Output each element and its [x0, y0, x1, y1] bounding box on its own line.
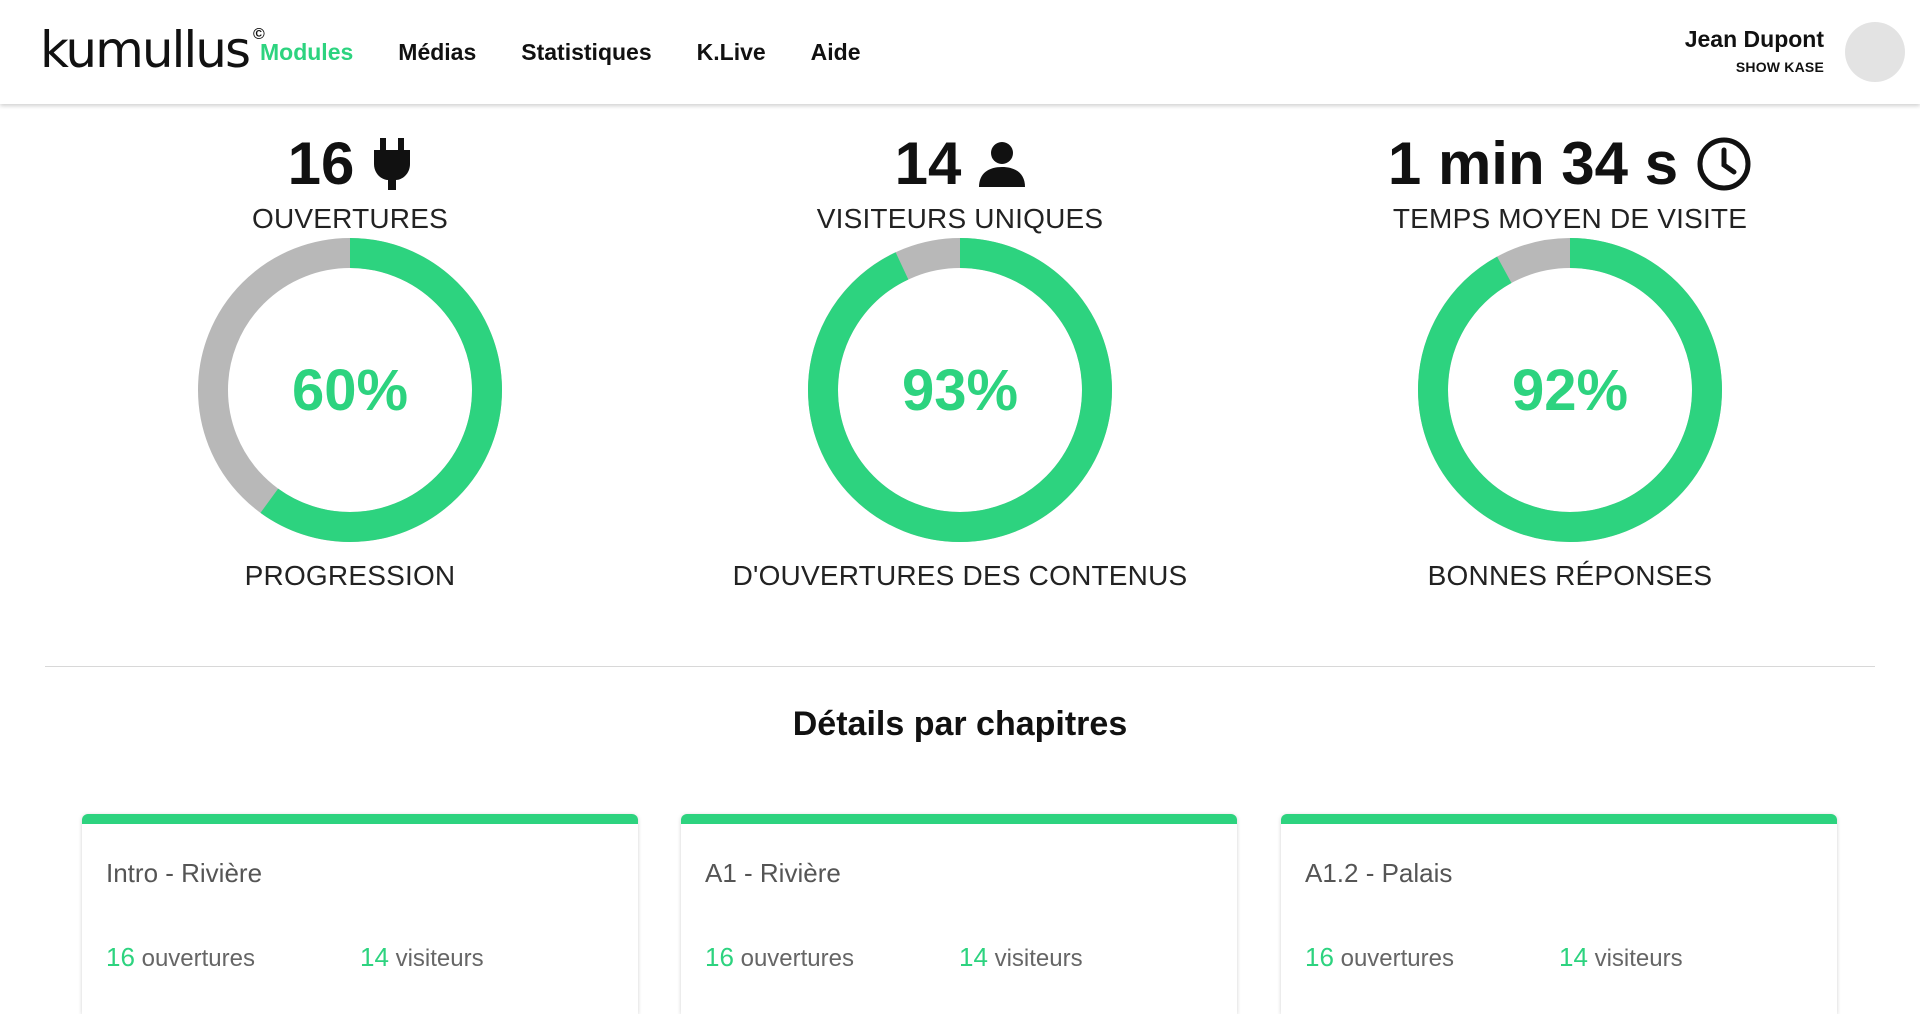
chapter-visitors: 14 visiteurs: [959, 942, 1083, 973]
progress-ring: 60%: [198, 238, 502, 542]
stat-temps-moyen: 1 min 34 s TEMPS MOYEN DE VISITE 92% BON…: [1330, 128, 1810, 592]
user-icon: [979, 141, 1026, 187]
openings-count: 16: [1305, 942, 1334, 972]
chapter-title: A1.2 - Palais: [1305, 858, 1453, 888]
openings-count: 16: [106, 942, 135, 972]
clock-icon: [1696, 136, 1752, 192]
chapter-visitors: 14 visiteurs: [360, 942, 484, 973]
openings-count: 16: [705, 942, 734, 972]
nav-item-statistiques[interactable]: Statistiques: [521, 38, 652, 65]
nav-item-medias[interactable]: Médias: [398, 38, 477, 65]
visitors-label: visiteurs: [994, 945, 1083, 972]
chapter-openings: 16 ouvertures: [1305, 942, 1454, 973]
openings-label: ouvertures: [141, 945, 255, 972]
nav-item-modules[interactable]: Modules: [260, 38, 354, 65]
openings-label: ouvertures: [1340, 945, 1454, 972]
visitors-label: visiteurs: [1594, 945, 1683, 972]
stat-value: 1 min 34 s: [1387, 130, 1679, 197]
section-title: Détails par chapitres: [792, 705, 1128, 743]
chapter-title: A1 - Rivière: [705, 858, 841, 888]
avatar[interactable]: [1845, 22, 1905, 82]
section-divider: [45, 666, 1875, 667]
chapter-title: Intro - Rivière: [106, 858, 263, 888]
chapter-card[interactable]: A1.2 - Palais 16 ouvertures 14 visiteurs: [1281, 814, 1837, 1014]
top-header: kumullus © Modules Médias Statistiques K…: [0, 0, 1920, 104]
visitors-count: 14: [959, 942, 988, 972]
progress-percent: 92%: [1511, 357, 1629, 423]
progress-percent: 60%: [291, 357, 409, 423]
visitors-count: 14: [1559, 942, 1588, 972]
main-nav: Modules Médias Statistiques K.Live Aide: [260, 0, 906, 104]
openings-label: ouvertures: [740, 945, 854, 972]
stat-label: TEMPS MOYEN DE VISITE: [1392, 203, 1748, 234]
stat-caption: BONNES RÉPONSES: [1427, 560, 1713, 591]
stat-ouvertures: 16 OUVERTURES 60% PROGRESSION: [110, 128, 590, 592]
progress-ring: 93%: [808, 238, 1112, 542]
stat-value: 16: [287, 130, 355, 197]
chapter-visitors: 14 visiteurs: [1559, 942, 1683, 973]
user-info[interactable]: Jean Dupont SHOW KASE: [1685, 26, 1824, 75]
progress-ring: 92%: [1418, 238, 1722, 542]
progress-percent: 93%: [901, 357, 1019, 423]
stat-visiteurs-uniques: 14 VISITEURS UNIQUES 93% D'OUVERTURES DE…: [720, 128, 1200, 592]
user-organization: SHOW KASE: [1735, 59, 1824, 75]
user-name: Jean Dupont: [1684, 26, 1824, 52]
stat-value: 14: [894, 130, 962, 197]
chapter-openings: 16 ouvertures: [705, 942, 854, 973]
nav-item-aide[interactable]: Aide: [810, 38, 861, 65]
stat-label: OUVERTURES: [252, 203, 448, 234]
stat-caption: PROGRESSION: [244, 560, 456, 591]
logo-copyright-mark: ©: [253, 26, 265, 43]
chapter-card[interactable]: A1 - Rivière 16 ouvertures 14 visiteurs: [681, 814, 1237, 1014]
visitors-label: visiteurs: [395, 945, 484, 972]
stat-caption: D'OUVERTURES DES CONTENUS: [732, 560, 1188, 591]
stat-label: VISITEURS UNIQUES: [816, 203, 1104, 234]
nav-item-klive[interactable]: K.Live: [696, 38, 766, 65]
logo-text: kumullus: [40, 21, 251, 79]
plug-icon: [372, 138, 412, 190]
kumullus-logo[interactable]: kumullus ©: [40, 22, 265, 78]
chapter-openings: 16 ouvertures: [106, 942, 255, 973]
visitors-count: 14: [360, 942, 389, 972]
chapter-card[interactable]: Intro - Rivière 16 ouvertures 14 visiteu…: [82, 814, 638, 1014]
